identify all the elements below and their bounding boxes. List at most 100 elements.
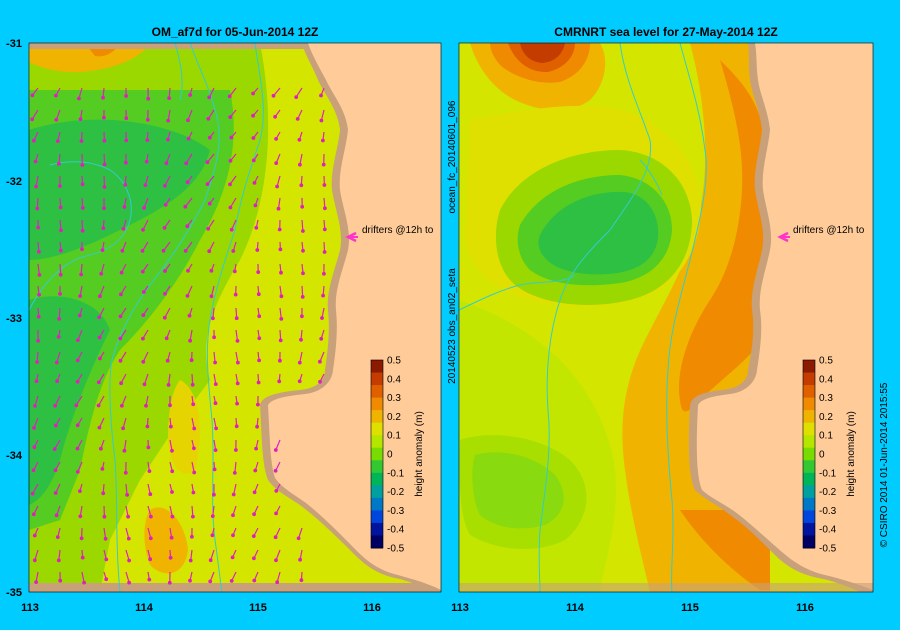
drifter-arrow-head: [230, 555, 235, 560]
colorbar-tick-label: -0.2: [387, 487, 405, 498]
drifter-arrow-head: [125, 493, 129, 497]
drifter-arrow-head: [162, 315, 167, 320]
drifter-arrow-head: [119, 381, 123, 386]
drifter-arrow-head: [146, 96, 151, 101]
colorbar-swatch: [803, 472, 815, 486]
drifter-arrow-head: [192, 470, 197, 475]
drifter-arrow-head: [252, 180, 257, 185]
drifter-arrow-head: [188, 578, 192, 583]
drifter-arrow-head: [162, 225, 167, 230]
drifter-arrow-head: [212, 467, 217, 472]
right-colorbar-label: height anomaly (m): [846, 411, 857, 497]
lon-tick-label: 116: [363, 602, 381, 614]
drifter-arrow-head: [318, 379, 322, 384]
drifter-arrow-head: [301, 271, 305, 276]
drifter-arrow-head: [322, 271, 326, 276]
lat-tick-label: -31: [6, 38, 22, 50]
colorbar-tick-label: 0: [387, 450, 393, 461]
drifter-arrow-head: [319, 336, 324, 341]
colorbar-tick-label: -0.4: [819, 525, 837, 536]
drifter-arrow-head: [142, 382, 147, 387]
drifter-arrow-head: [126, 514, 131, 519]
drifter-arrow-head: [122, 205, 127, 209]
drifter-arrow-head: [257, 314, 262, 319]
colorbar-tick-label: -0.3: [387, 506, 405, 517]
drifter-arrow-head: [257, 358, 262, 363]
drifter-arrow-head: [300, 204, 305, 209]
left-map-panel: OM_af7d for 05-Jun-2014 12Z: [6, 25, 442, 614]
drifter-arrow-head: [209, 268, 214, 273]
drifter-arrow-head: [97, 356, 102, 361]
drifter-arrow-head: [168, 555, 173, 560]
drifter-arrow-head: [80, 228, 85, 233]
colorbar-swatch: [803, 410, 815, 424]
colorbar-tick-label: 0.5: [387, 356, 401, 367]
drifter-arrow-head: [279, 270, 283, 275]
drifter-arrow-head: [55, 379, 59, 384]
left-lat-ticks: -31 -32 -33 -34 -35: [6, 38, 23, 599]
drifter-arrow-head: [168, 424, 173, 429]
drifter-arrow-head: [100, 248, 105, 253]
drifter-arrow-head: [97, 294, 102, 299]
drifter-arrow-head: [206, 226, 211, 231]
drifter-arrow-head: [274, 136, 279, 141]
drifter-arrow-head: [76, 96, 81, 101]
colorbar-swatch: [803, 385, 815, 399]
drifter-arrow-head: [58, 272, 63, 277]
drifter-arrow-head: [140, 269, 145, 274]
colorbar-swatch: [803, 372, 815, 386]
drifter-arrow-head: [145, 117, 150, 122]
left-colorbar: 0.5 0.4 0.3 0.2 0.1 0 -0.1 -0.2 -0.3 -0.4 -0.5 hei…: [370, 356, 425, 555]
obs-id-label: 20140523 obs_an02_seta: [447, 268, 458, 384]
drifter-arrow-head: [74, 403, 79, 408]
drifter-arrow-head: [102, 162, 107, 167]
lon-tick-label: 113: [21, 602, 39, 614]
drifter-arrow-head: [52, 447, 57, 452]
drifter-arrow-head: [168, 403, 172, 408]
colorbar-tick-label: 0.1: [819, 431, 833, 442]
drifter-arrow-head: [102, 206, 106, 211]
drifter-arrow-head: [210, 514, 215, 518]
colorbar-swatch: [371, 410, 383, 424]
drifter-arrow-head: [235, 401, 240, 406]
drifter-arrow-head: [233, 292, 238, 297]
drifter-arrow-head: [75, 423, 80, 428]
drifter-arrow-head: [275, 580, 280, 585]
colorbar-swatch: [371, 397, 383, 411]
drifter-arrow-head: [273, 448, 278, 452]
drifter-arrow-head: [146, 445, 151, 450]
drifter-arrow-head: [123, 160, 128, 165]
drifter-arrow-head: [170, 490, 174, 494]
drifter-arrow-head: [299, 183, 304, 188]
drifter-arrow-head: [118, 336, 123, 341]
drifter-arrow-head: [205, 182, 210, 187]
drifter-arrow-head: [271, 93, 276, 98]
drifter-arrow-head: [323, 206, 327, 211]
drifter-arrow-head: [148, 557, 153, 562]
right-map-panel: CMRNRT sea level for 27-May-2014 12Z: [451, 25, 874, 614]
drifter-arrow-head: [144, 159, 149, 164]
lon-tick-label: 116: [796, 602, 814, 614]
drifter-arrow-head: [96, 380, 101, 385]
drifter-arrow-head: [79, 139, 84, 143]
drifter-arrow-head: [147, 577, 152, 582]
drifter-arrow-head: [296, 536, 301, 541]
drifter-arrow-head: [34, 184, 38, 189]
colorbar-swatch: [803, 485, 815, 499]
drifter-arrow-head: [124, 116, 129, 121]
drifter-arrow-head: [59, 228, 63, 233]
drifter-arrow-head: [189, 358, 194, 363]
colorbar-tick-label: 0.5: [819, 356, 833, 367]
drifter-arrow-head: [213, 401, 218, 406]
drifter-arrow-head: [145, 424, 150, 429]
drifter-arrow-head: [37, 273, 42, 277]
drifter-arrow-head: [207, 249, 212, 254]
drifter-arrow-head: [35, 360, 39, 364]
drifter-arrow-head: [257, 336, 262, 341]
drifter-arrow-head: [80, 247, 84, 252]
drifter-arrow-head: [31, 512, 36, 517]
drifter-arrow-head: [321, 293, 326, 298]
drifter-arrow-head: [35, 206, 40, 211]
colorbar-tick-label: 0.3: [387, 393, 401, 404]
left-map-field: [29, 43, 441, 592]
